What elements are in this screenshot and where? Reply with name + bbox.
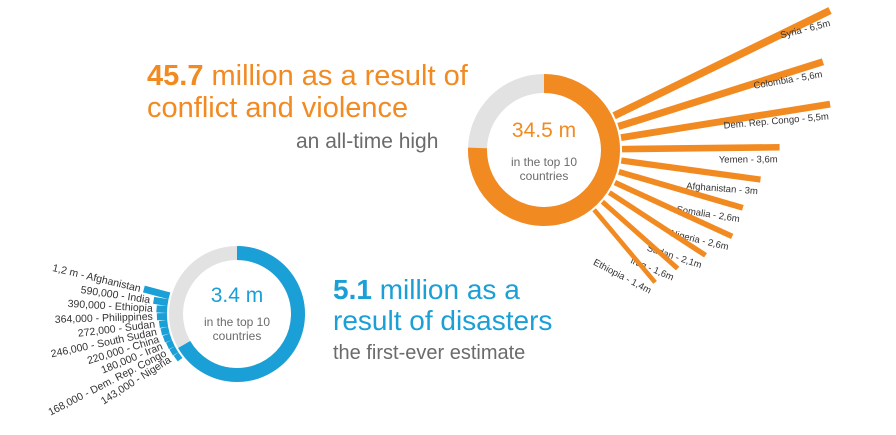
bar-iraq: [600, 199, 680, 271]
donut-top10-slice: [178, 246, 305, 382]
donut-center-caption: countries: [520, 169, 569, 183]
bar-sudan: [158, 319, 169, 328]
donut-center-caption: in the top 10: [511, 155, 577, 169]
bar-label-ethiopia: 390,000 - Ethiopia: [67, 298, 153, 315]
bar-colombia: [617, 58, 825, 130]
disaster-headline-line1: million as a: [371, 274, 520, 305]
bar-syria: [612, 7, 832, 120]
donut-center-caption: countries: [213, 329, 262, 343]
bar-iran: [166, 340, 175, 350]
bar-somalia: [618, 168, 744, 211]
bar-afghanistan: [620, 157, 761, 183]
bar-nigeria: [173, 352, 183, 362]
bar-ethiopia: [592, 208, 657, 284]
donut-top10-slice: [468, 74, 620, 226]
bar-dem-rep-congo: [169, 346, 179, 356]
bar-label-afghanistan: Afghanistan - 3m: [686, 181, 759, 197]
conflict-headline-line1: million as a result of: [203, 60, 468, 92]
bar-india: [153, 296, 169, 307]
bar-south-sudan: [160, 326, 170, 336]
conflict-headline: 45.7 million as a result of conflict and…: [147, 60, 487, 125]
conflict-subhead: an all-time high: [296, 130, 439, 153]
bar-afghanistan: [142, 285, 171, 300]
donut-center-caption: in the top 10: [204, 315, 270, 329]
donut-center-value: 34.5 m: [512, 119, 576, 142]
disaster-headline-line2: result of disasters: [333, 305, 553, 337]
bar-label-yemen: Yemen - 3,6m: [719, 154, 778, 165]
disaster-headline-number: 5.1: [333, 274, 372, 305]
donut-center-value: 3.4 m: [211, 284, 264, 307]
bar-sudan: [607, 190, 707, 258]
disaster-subhead: the first-ever estimate: [333, 342, 526, 364]
bar-china: [162, 333, 172, 343]
bar-dem-rep-congo: [620, 100, 831, 142]
bar-ethiopia: [156, 305, 168, 314]
bar-nigeria: [613, 180, 734, 239]
conflict-headline-line2: conflict and violence: [147, 92, 409, 125]
bar-yemen: [621, 143, 780, 153]
bar-label-philippines: 364,000 - Philippines: [55, 311, 153, 326]
conflict-headline-number: 45.7: [147, 60, 204, 92]
disaster-headline: 5.1 million as a result of disasters: [333, 274, 593, 337]
